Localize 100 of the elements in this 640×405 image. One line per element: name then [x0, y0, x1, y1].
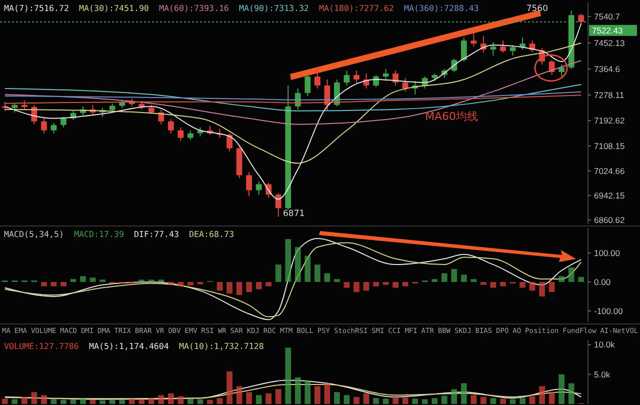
bar — [285, 239, 292, 282]
candlestick — [188, 130, 194, 140]
candlestick — [60, 116, 66, 128]
annotation: MA60均线 — [425, 110, 478, 123]
bar — [324, 383, 330, 404]
candlestick — [246, 172, 252, 197]
bar — [500, 398, 506, 404]
y-tick-label: 6860.62 — [594, 214, 625, 225]
candlestick — [392, 70, 398, 86]
bar — [354, 396, 360, 404]
bar — [266, 282, 272, 286]
bar — [12, 399, 18, 404]
bar — [480, 396, 486, 404]
bar — [539, 386, 545, 404]
y-tick-label: -100.00 — [594, 306, 624, 316]
annotation: 7560 — [526, 4, 548, 14]
text: MACD:17.39 — [74, 229, 124, 239]
y-tick-label: 6942.15 — [594, 190, 625, 201]
bar — [402, 397, 408, 404]
bar — [548, 392, 555, 404]
bar — [31, 392, 38, 404]
y-tick-label: 7108.15 — [594, 140, 625, 151]
bar — [373, 398, 379, 404]
bar — [392, 396, 398, 404]
candlestick — [451, 58, 458, 73]
line-series — [4, 42, 582, 164]
bar — [441, 396, 448, 404]
line-series — [4, 384, 582, 400]
bar — [402, 282, 408, 286]
y-tick-label: 7278.11 — [594, 90, 624, 100]
bar — [178, 282, 184, 286]
bar — [70, 279, 76, 282]
bar — [21, 396, 28, 404]
candlestick — [344, 70, 350, 86]
bar — [460, 383, 467, 404]
candlestick — [470, 32, 477, 48]
text: MA(10):1,732.7128 — [179, 341, 264, 351]
bar — [2, 398, 8, 404]
y-tick-label: 7024.66 — [594, 166, 625, 176]
candlestick — [50, 122, 57, 134]
candlestick — [558, 64, 565, 77]
text: MA(60):7393.16 — [159, 3, 229, 13]
bar — [138, 399, 145, 404]
bar — [363, 393, 370, 404]
bar — [412, 398, 418, 404]
bar — [520, 398, 526, 404]
bar — [100, 400, 106, 404]
text: MA(7):7516.72 — [4, 3, 69, 13]
candlestick — [500, 40, 506, 54]
bar — [50, 282, 57, 286]
text: DIF:77.43 — [134, 229, 179, 239]
bar — [363, 282, 370, 291]
line-series — [4, 84, 582, 112]
bar — [285, 348, 292, 404]
bar — [275, 264, 282, 282]
bar — [246, 282, 252, 292]
candlestick — [41, 118, 47, 134]
y-tick-label: 0.00 — [594, 276, 611, 287]
bar — [490, 398, 496, 404]
text: VOLUME:127.7786 — [4, 341, 79, 351]
bar — [490, 282, 496, 288]
bar — [470, 395, 477, 404]
text: MA(90):7313.32 — [239, 3, 309, 13]
bar — [246, 392, 252, 404]
text: MA(360):7288.43 — [404, 3, 479, 13]
bar — [314, 264, 320, 282]
bar — [90, 400, 96, 404]
candlestick — [158, 110, 164, 125]
bar — [80, 276, 86, 282]
bar — [451, 268, 458, 282]
bar — [80, 398, 86, 404]
candlestick — [460, 37, 467, 62]
bar — [578, 276, 584, 282]
text: MA(5):1,174.4604 — [89, 341, 169, 351]
bar — [432, 398, 438, 404]
bar — [324, 273, 330, 282]
bar — [334, 392, 340, 404]
candlestick — [275, 192, 282, 218]
bar — [460, 274, 467, 282]
y-tick-label: 7452.13 — [594, 38, 625, 48]
bar — [236, 386, 242, 404]
bar — [197, 282, 204, 284]
y-tick-label: 5.0k — [594, 369, 611, 380]
y-tick-label: 10.0k — [594, 340, 616, 350]
candlestick — [304, 73, 311, 96]
bar — [529, 396, 536, 404]
bar — [314, 386, 320, 404]
bar — [178, 396, 184, 404]
line-series — [4, 60, 582, 125]
y-tick-label: 100.00 — [594, 248, 620, 258]
bar — [451, 389, 458, 404]
text: DEA:68.73 — [189, 229, 234, 239]
bar — [90, 278, 96, 282]
ref-line-label: 7522.43 — [592, 25, 623, 36]
bar — [480, 282, 486, 285]
bar — [470, 279, 477, 282]
candlestick — [510, 44, 516, 56]
bar — [568, 267, 574, 282]
bar — [304, 256, 311, 282]
candlestick — [520, 37, 526, 50]
